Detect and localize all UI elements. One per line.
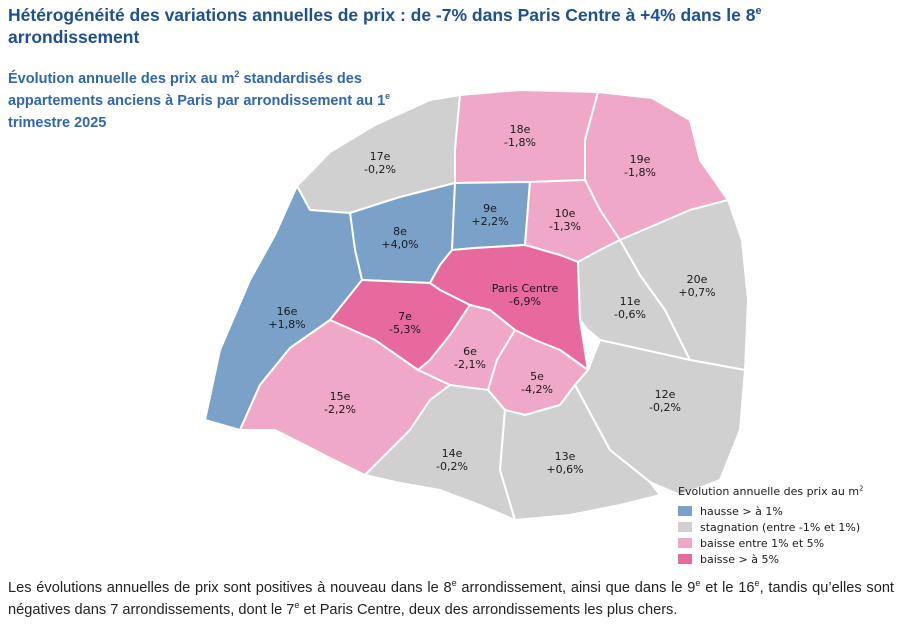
district-label-14e: 14e -0,2% <box>436 447 468 473</box>
district-label-17e: 17e -0,2% <box>364 150 396 176</box>
legend-label: hausse > à 1% <box>700 504 783 518</box>
district-label-13e: 13e +0,6% <box>546 450 583 476</box>
district-20e <box>619 199 749 371</box>
legend-label: baisse > à 5% <box>700 552 779 566</box>
legend-title: Evolution annuelle des prix au m2 <box>678 484 864 498</box>
legend-item-stagnation: stagnation (entre -1% et 1%) <box>678 519 893 535</box>
district-label-20e: 20e +0,7% <box>678 273 715 299</box>
district-label-12e: 12e -0,2% <box>649 388 681 414</box>
district-13e <box>499 384 661 521</box>
district-label-5e: 5e -4,2% <box>521 370 553 396</box>
district-label-11e: 11e -0,6% <box>614 295 646 321</box>
legend-label: stagnation (entre -1% et 1%) <box>700 520 861 534</box>
district-label-15e: 15e -2,2% <box>324 390 356 416</box>
legend-label: baisse entre 1% et 5% <box>700 536 825 550</box>
district-label-18e: 18e -1,8% <box>504 123 536 149</box>
district-label-9e: 9e +2,2% <box>471 202 508 228</box>
district-label-10e: 10e -1,3% <box>549 207 581 233</box>
page-title: Hétérogénéité des variations annuelles d… <box>8 5 762 47</box>
legend-item-hausse: hausse > à 1% <box>678 503 893 519</box>
district-label-19e: 19e -1,8% <box>624 153 656 179</box>
district-label-7e: 7e -5,3% <box>389 310 421 336</box>
legend-item-forte_baisse: baisse > à 5% <box>678 551 893 567</box>
district-label-16e: 16e +1,8% <box>268 305 305 331</box>
district-label-8e: 8e +4,0% <box>381 225 418 251</box>
map-subtitle: Évolution annuelle des prix au m2 standa… <box>8 69 391 131</box>
district-label-centre: Paris Centre -6,9% <box>492 282 559 308</box>
legend-swatch <box>678 506 692 516</box>
legend-item-baisse: baisse entre 1% et 5% <box>678 535 893 551</box>
legend-swatch <box>678 538 692 548</box>
district-label-6e: 6e -2,1% <box>454 345 486 371</box>
map-legend: Evolution annuelle des prix au m2 hausse… <box>678 485 893 567</box>
district-14e <box>364 384 516 521</box>
caption-text: Les évolutions annuelles de prix sont po… <box>8 578 894 618</box>
district-15e <box>239 319 451 476</box>
legend-swatch <box>678 554 692 564</box>
legend-swatch <box>678 522 692 532</box>
